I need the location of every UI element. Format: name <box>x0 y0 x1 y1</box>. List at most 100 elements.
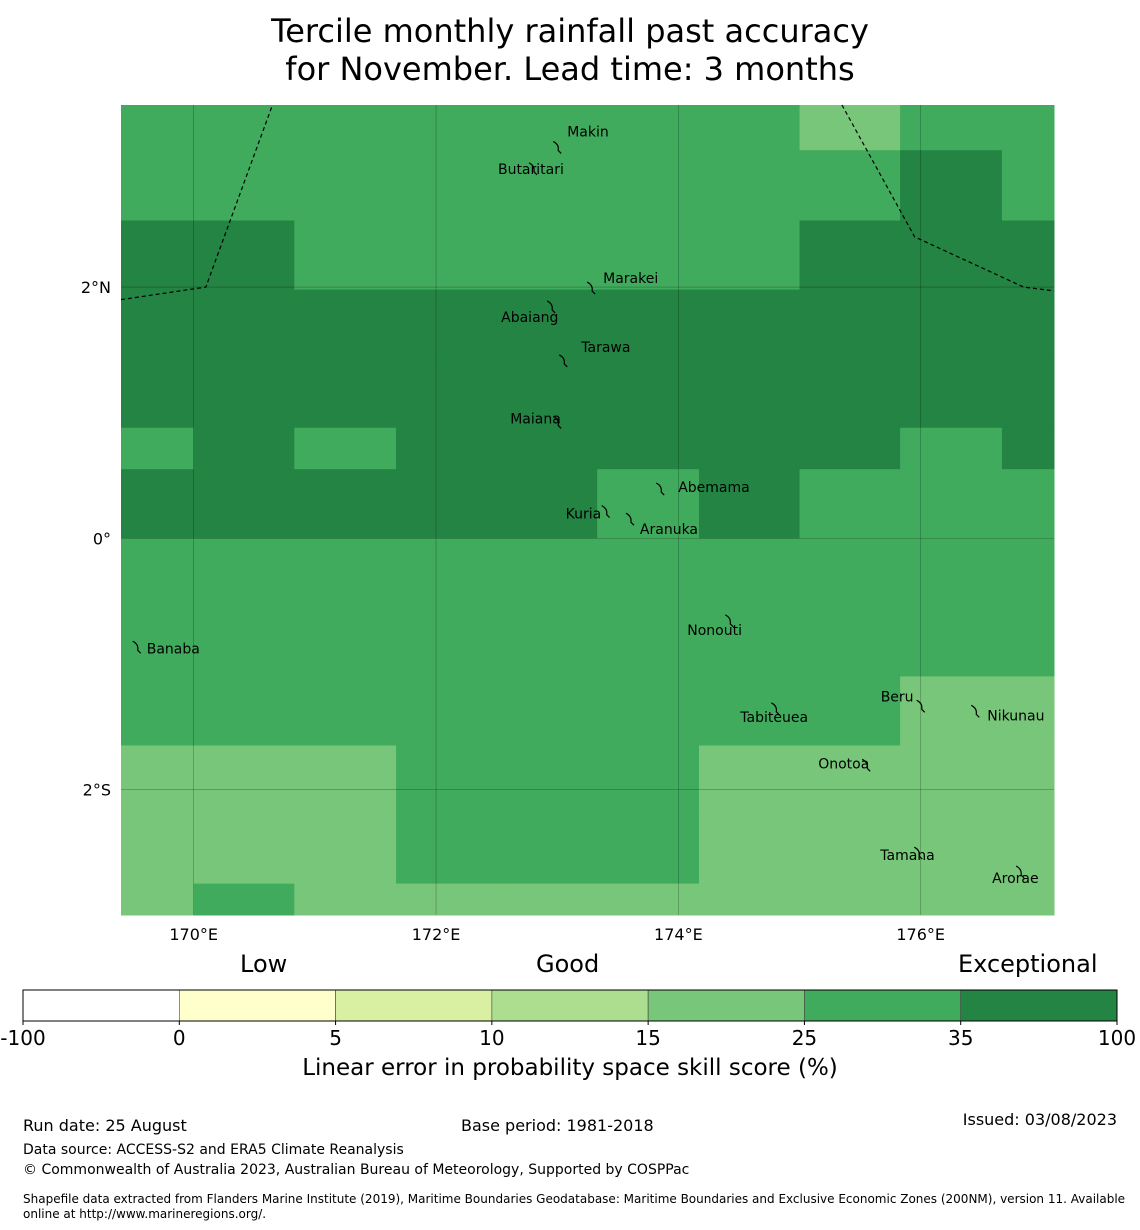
island-shape-maiana <box>552 415 562 429</box>
grid-cell <box>799 427 901 470</box>
colorbar: -100 0 5 10 15 25 35 100 <box>0 989 1136 1050</box>
grid-cell <box>698 607 801 677</box>
grid-cell <box>900 358 1003 429</box>
grid-cell <box>799 814 901 885</box>
grid-cell <box>294 289 397 360</box>
island-shape-tabiteuea <box>771 702 780 716</box>
shapefile-credit: Shapefile data extracted from Flanders M… <box>23 1192 1126 1221</box>
grid-cell <box>1001 607 1055 677</box>
grid-cell <box>799 150 901 222</box>
grid-cell <box>121 538 195 608</box>
colorbar-swatch <box>491 989 649 1022</box>
grid-cell <box>496 427 598 470</box>
grid-cell <box>799 105 901 151</box>
run-date: Run date: 25 August <box>23 1116 187 1135</box>
grid-cell <box>597 469 700 539</box>
x-tick-label: 176°E <box>896 925 945 944</box>
grid-cell <box>900 427 1003 470</box>
grid-cell <box>698 538 801 608</box>
island-label-nikunau: Nikunau <box>987 708 1044 724</box>
grid-cell <box>121 220 195 291</box>
grid-cell <box>396 538 498 608</box>
grid-cell <box>698 220 801 291</box>
grid-cell <box>597 220 700 291</box>
grid-cell <box>799 676 901 746</box>
grid-cell <box>121 676 195 746</box>
grid-cell <box>1001 150 1055 222</box>
grid-cell <box>496 469 598 539</box>
grid-cell <box>193 150 295 222</box>
colorbar-category-good: Good <box>536 950 600 978</box>
grid-cell <box>698 469 801 539</box>
grid-cell <box>193 607 295 677</box>
grid-cell <box>294 469 397 539</box>
grid-cell <box>1001 676 1055 746</box>
grid-cell <box>597 289 700 360</box>
grid-cell <box>799 289 901 360</box>
grid-cell <box>698 150 801 222</box>
grid-cell <box>1001 358 1055 429</box>
grid-cell <box>396 745 498 816</box>
island-label-banaba: Banaba <box>147 641 200 657</box>
data-source: Data source: ACCESS-S2 and ERA5 Climate … <box>23 1142 404 1158</box>
x-tick-label: 172°E <box>412 925 461 944</box>
island-label-butaritari: Butaritari <box>498 162 564 178</box>
colorbar-tick-label: -100 <box>0 1026 45 1050</box>
grid-cell <box>1001 289 1055 360</box>
island-shape-arorae <box>1015 865 1025 879</box>
grid-cell <box>799 358 901 429</box>
grid-cell <box>1001 105 1055 151</box>
island-shape-butaritari <box>528 162 538 176</box>
colorbar-tick-label: 35 <box>948 1026 973 1050</box>
eez-boundaries <box>120 104 1055 301</box>
island-label-onotoa: Onotoa <box>818 756 869 772</box>
y-tick-label: 2°N <box>81 278 111 297</box>
grid-cell <box>193 220 295 291</box>
grid-cell <box>294 220 397 291</box>
y-tick-label: 0° <box>93 529 111 548</box>
island-label-makin: Makin <box>567 124 609 140</box>
colorbar-swatch <box>647 989 805 1022</box>
grid-cell <box>294 358 397 429</box>
colorbar-swatch <box>804 989 962 1022</box>
grid-cell <box>396 427 498 470</box>
grid-cell <box>396 289 498 360</box>
island-shape-onotoa <box>861 758 871 772</box>
grid-cell <box>294 883 397 916</box>
grid-cell <box>193 289 295 360</box>
island-shape-abaiang <box>546 300 556 314</box>
eez-boundary-line <box>120 104 274 301</box>
grid-cell <box>496 883 598 916</box>
grid-cell <box>1001 469 1055 539</box>
grid-cell <box>900 469 1003 539</box>
grid-cell <box>396 607 498 677</box>
grid-cell <box>900 220 1003 291</box>
grid-cell <box>900 883 1003 916</box>
island-label-aranuka: Aranuka <box>640 522 698 538</box>
chart-title-line1: Tercile monthly rainfall past accuracy <box>271 12 869 50</box>
grid-cell <box>121 745 195 816</box>
grid-cell <box>900 676 1003 746</box>
grid-cell <box>597 358 700 429</box>
grid-cell <box>597 538 700 608</box>
grid-cell <box>597 883 700 916</box>
grid-cell <box>396 814 498 885</box>
grid-cell <box>698 745 801 816</box>
grid-cell <box>193 358 295 429</box>
grid-cell <box>121 814 195 885</box>
grid-cell <box>294 745 397 816</box>
island-shape-nikunau <box>970 704 980 718</box>
grid-cell <box>121 289 195 360</box>
islands: Makin Butaritari Marakei Abaiang Tarawa Maian… <box>132 124 1044 887</box>
grid-cell <box>900 150 1003 222</box>
colorbar-swatch <box>960 989 1118 1022</box>
colorbar-category-low: Low <box>240 950 288 978</box>
island-shape-abemama <box>655 482 665 496</box>
grid-cell <box>698 358 801 429</box>
colorbar-tick-label: 100 <box>1098 1026 1136 1050</box>
grid-cell <box>900 538 1003 608</box>
grid-cell <box>294 427 397 470</box>
x-tick-label: 174°E <box>654 925 703 944</box>
grid-cell <box>496 150 598 222</box>
